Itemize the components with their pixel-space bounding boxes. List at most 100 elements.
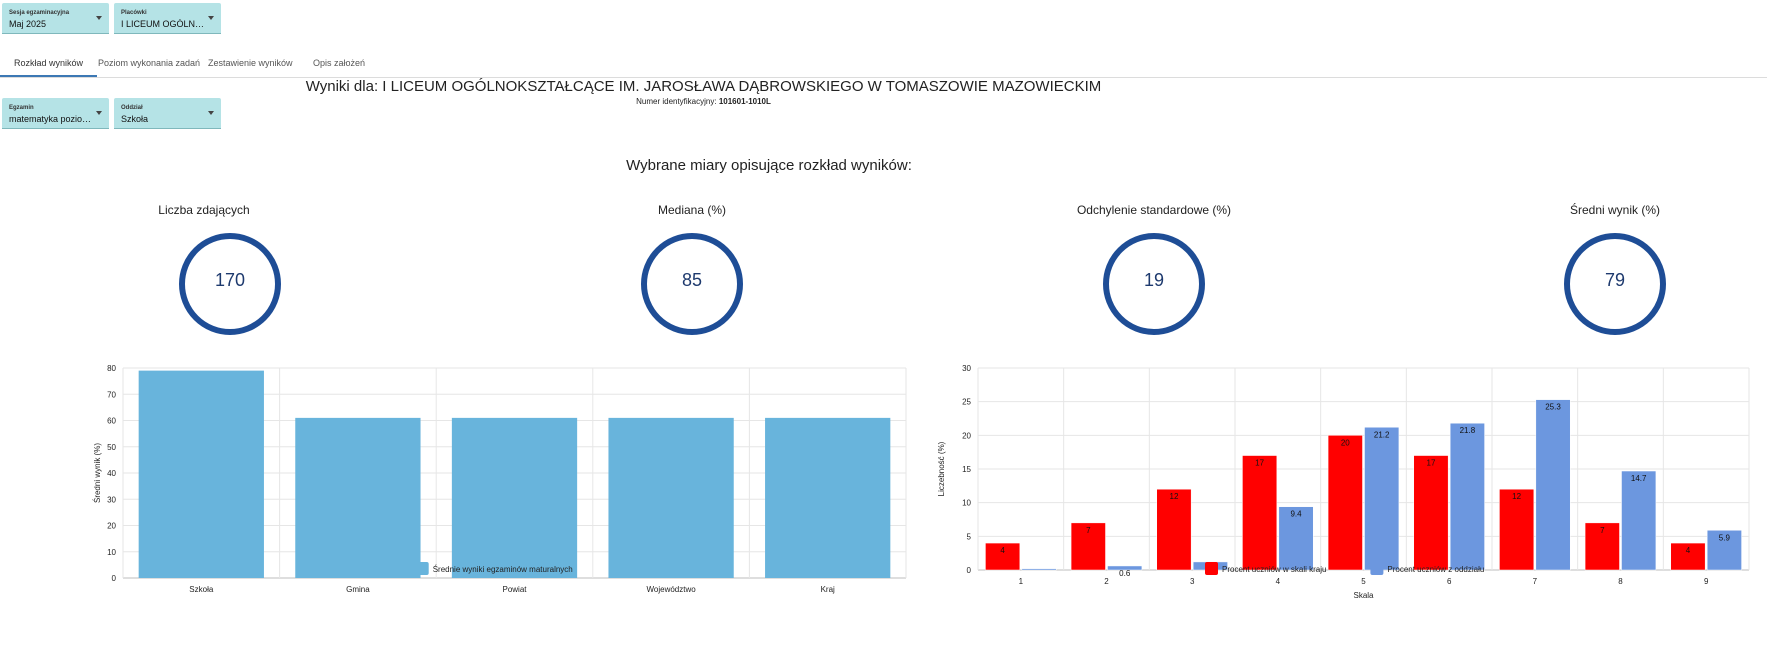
data-label: 21.8 xyxy=(1460,426,1476,435)
bar xyxy=(1670,542,1706,571)
bar xyxy=(451,417,578,578)
kpi-label-mean: Średni wynik (%) xyxy=(1569,203,1661,217)
bar xyxy=(1706,530,1742,571)
legend-label: Procent uczniów w skali kraju xyxy=(1222,565,1326,574)
tab-bar: Rozkład wyników Poziom wykonania zadań Z… xyxy=(0,50,1767,78)
class-dropdown-value: Szkoła xyxy=(121,114,149,124)
exam-dropdown[interactable]: Egzamin matematyka poziom po… xyxy=(2,98,109,129)
y-tick-label: 20 xyxy=(107,522,116,531)
y-tick-label: 0 xyxy=(112,574,117,583)
data-label: 4 xyxy=(1686,546,1691,555)
x-axis-label: Skala xyxy=(1353,591,1374,600)
data-label: 17 xyxy=(1255,459,1264,468)
data-label: 12 xyxy=(1170,492,1179,501)
data-label: 12 xyxy=(1512,492,1521,501)
bar xyxy=(608,417,734,578)
x-tick-label: 6 xyxy=(1447,577,1452,586)
y-tick-label: 30 xyxy=(962,364,971,373)
school-dropdown[interactable]: Placówki I LICEUM OGÓLNOKSZT… xyxy=(114,3,221,34)
data-label: 17 xyxy=(1427,459,1436,468)
bar xyxy=(1156,488,1192,571)
id-value: 101601-1010L xyxy=(718,97,771,106)
x-tick-label: 1 xyxy=(1019,577,1024,586)
legend-swatch xyxy=(415,562,429,575)
class-dropdown[interactable]: Oddział Szkoła xyxy=(114,98,221,129)
chevron-down-icon xyxy=(96,16,102,20)
bar xyxy=(765,417,891,578)
y-tick-label: 80 xyxy=(107,364,116,373)
x-tick-label: 3 xyxy=(1190,577,1195,586)
x-tick-label: 2 xyxy=(1104,577,1109,586)
tab-assumptions[interactable]: Opis założeń xyxy=(313,58,366,68)
legend-label: Średnie wyniki egzaminów maturalnych xyxy=(433,565,573,574)
x-tick-label: Powiat xyxy=(502,585,527,594)
session-dropdown[interactable]: Sesja egzaminacyjna Maj 2025 xyxy=(2,3,109,34)
scale-distribution-bar-chart: 0510152025304170.62121.23179.442021.2517… xyxy=(937,364,1750,600)
kpi-circle-median xyxy=(641,233,743,335)
active-tab-indicator xyxy=(0,75,97,77)
kpi-value-median: 85 xyxy=(681,270,703,290)
bar xyxy=(1449,422,1485,571)
x-tick-label: Kraj xyxy=(821,585,835,594)
bar xyxy=(1242,455,1278,571)
tab-results-distribution[interactable]: Rozkład wyników xyxy=(14,58,84,68)
y-tick-label: 50 xyxy=(107,443,116,452)
page-title: Wyniki dla: I LICEUM OGÓLNOKSZTAŁCĄCE IM… xyxy=(305,78,1102,95)
data-label: 7 xyxy=(1600,526,1605,535)
y-tick-label: 15 xyxy=(962,465,971,474)
x-tick-label: 7 xyxy=(1533,577,1538,586)
session-dropdown-label: Sesja egzaminacyjna xyxy=(9,10,70,16)
kpi-circle-count xyxy=(179,233,281,335)
y-tick-label: 20 xyxy=(962,431,971,440)
bar xyxy=(1278,506,1314,571)
bar xyxy=(1070,522,1106,571)
kpi-label-median: Mediana (%) xyxy=(657,203,727,217)
class-dropdown-label: Oddział xyxy=(121,105,143,111)
tab-results-summary[interactable]: Zestawienie wyników xyxy=(208,58,293,68)
kpi-circle-std-dev xyxy=(1103,233,1205,335)
identification-number: Numer identyfikacyjny: 101601-1010L xyxy=(1,97,1406,106)
school-dropdown-label: Placówki xyxy=(121,10,147,16)
legend-label: Procent uczniów z oddziału xyxy=(1387,565,1484,574)
bar xyxy=(1021,568,1057,571)
kpi-circle-mean xyxy=(1564,233,1666,335)
x-tick-label: 9 xyxy=(1704,577,1709,586)
bar xyxy=(295,417,421,578)
kpi-label-count: Liczba zdających xyxy=(158,203,250,217)
data-label: 0.6 xyxy=(1119,569,1131,578)
data-label: 5.9 xyxy=(1719,533,1731,542)
bar xyxy=(1327,435,1363,571)
tab-task-performance[interactable]: Poziom wykonania zadań xyxy=(98,58,201,68)
y-tick-label: 10 xyxy=(107,548,116,557)
x-tick-label: Gmina xyxy=(346,585,370,594)
kpi-value-count: 170 xyxy=(214,270,246,290)
bar xyxy=(138,370,264,578)
mean-results-bar-chart: 0 10 20 30 40 50 60 70 80 Szkoła Gmina Powiat Wojewó… xyxy=(93,364,907,594)
y-axis-label: Liczebność (%) xyxy=(937,441,946,496)
data-label: 9.4 xyxy=(1290,510,1302,519)
bar xyxy=(1584,522,1620,571)
kpi-value-mean: 79 xyxy=(1604,270,1626,290)
legend-swatch xyxy=(1205,562,1218,575)
data-label: 21.2 xyxy=(1374,430,1390,439)
bar xyxy=(1621,470,1657,571)
x-tick-label: 4 xyxy=(1276,577,1281,586)
data-label: 20 xyxy=(1341,438,1350,447)
bar xyxy=(1107,565,1143,571)
y-tick-label: 0 xyxy=(967,566,972,575)
x-tick-label: Szkoła xyxy=(189,585,214,594)
legend-swatch xyxy=(1370,562,1384,575)
exam-dropdown-label: Egzamin xyxy=(9,105,34,111)
data-label: 14.7 xyxy=(1631,474,1647,483)
chevron-down-icon xyxy=(208,16,214,20)
kpi-label-std-dev: Odchylenie standardowe (%) xyxy=(1076,203,1232,217)
exam-dropdown-value: matematyka poziom po… xyxy=(9,114,95,124)
measures-title: Wybrane miary opisujące rozkład wyników: xyxy=(626,157,912,174)
y-tick-label: 70 xyxy=(107,390,116,399)
chevron-down-icon xyxy=(208,111,214,115)
bar xyxy=(1499,488,1535,571)
session-dropdown-value: Maj 2025 xyxy=(9,19,47,29)
bar xyxy=(1413,455,1449,571)
bar xyxy=(1535,399,1571,571)
chevron-down-icon xyxy=(96,111,102,115)
